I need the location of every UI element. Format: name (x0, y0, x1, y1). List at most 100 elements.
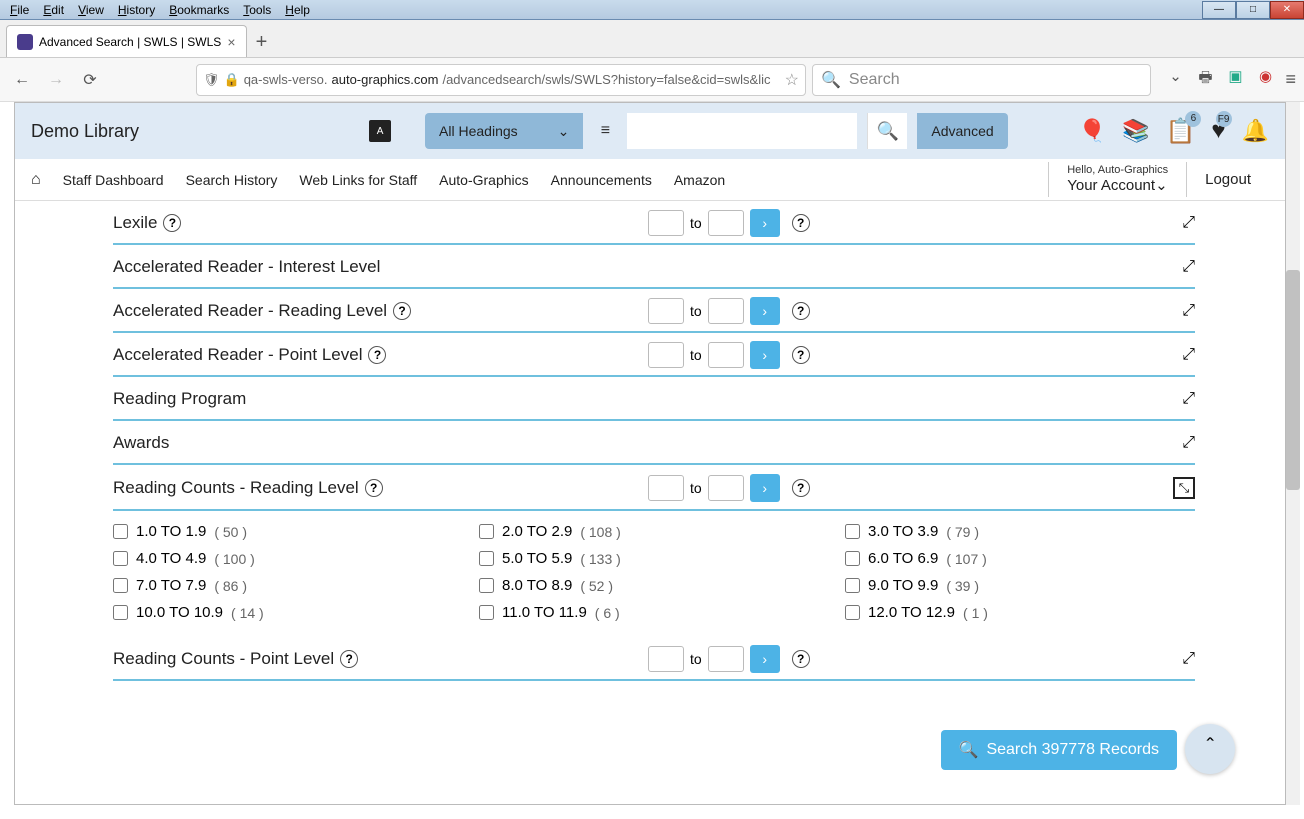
help-icon[interactable]: ? (368, 346, 386, 364)
range-from-input[interactable] (648, 646, 684, 672)
nav-link[interactable]: Amazon (674, 172, 725, 188)
range-to-input[interactable] (708, 646, 744, 672)
range-go-button[interactable]: › (750, 474, 780, 502)
checkbox-input[interactable] (479, 578, 494, 593)
extension-icon-2[interactable]: ◉ (1255, 67, 1275, 92)
filter-checkbox[interactable]: 8.0 TO 8.9 ( 52 ) (479, 577, 829, 594)
help-icon[interactable]: ? (365, 479, 383, 497)
range-go-button[interactable]: › (750, 645, 780, 673)
help-icon[interactable]: ? (792, 214, 810, 232)
all-headings-dropdown[interactable]: All Headings ⌄ (425, 113, 583, 149)
nav-link[interactable]: Auto-Graphics (439, 172, 528, 188)
search-submit-button[interactable]: 🔍 (867, 113, 907, 149)
filter-checkbox[interactable]: 12.0 TO 12.9 ( 1 ) (845, 604, 1195, 621)
advanced-search-button[interactable]: Advanced (917, 113, 1007, 149)
expand-icon[interactable]: ⤢ (1182, 214, 1195, 232)
range-go-button[interactable]: › (750, 209, 780, 237)
nav-link[interactable]: Search History (186, 172, 278, 188)
menu-view[interactable]: View (72, 2, 110, 18)
database-icon[interactable]: ≡ (593, 122, 617, 140)
minimize-button[interactable]: — (1202, 1, 1236, 19)
filter-checkbox[interactable]: 11.0 TO 11.9 ( 6 ) (479, 604, 829, 621)
filter-checkbox[interactable]: 3.0 TO 3.9 ( 79 ) (845, 523, 1195, 540)
range-to-input[interactable] (708, 298, 744, 324)
checkbox-input[interactable] (479, 605, 494, 620)
checkbox-input[interactable] (845, 551, 860, 566)
bell-icon[interactable]: 🔔 (1242, 118, 1269, 144)
logout-link[interactable]: Logout (1187, 171, 1269, 188)
range-to-input[interactable] (708, 342, 744, 368)
help-icon[interactable]: ? (340, 650, 358, 668)
menu-history[interactable]: History (112, 2, 161, 18)
menu-tools[interactable]: Tools (237, 2, 277, 18)
menu-file[interactable]: File (4, 2, 35, 18)
range-from-input[interactable] (648, 342, 684, 368)
range-to-input[interactable] (708, 475, 744, 501)
filter-checkbox[interactable]: 9.0 TO 9.9 ( 39 ) (845, 577, 1195, 594)
books-icon[interactable]: 📚 (1122, 118, 1149, 144)
help-icon[interactable]: ? (163, 214, 181, 232)
maximize-button[interactable]: □ (1236, 1, 1270, 19)
checkbox-input[interactable] (479, 524, 494, 539)
bookmark-star-icon[interactable]: ☆ (785, 70, 799, 90)
expand-icon[interactable]: ⤢ (1182, 302, 1195, 320)
collapse-icon[interactable]: ⤡ (1173, 477, 1195, 499)
menu-edit[interactable]: Edit (37, 2, 70, 18)
expand-icon[interactable]: ⤢ (1182, 258, 1195, 276)
menu-help[interactable]: Help (279, 2, 316, 18)
forward-button[interactable]: → (42, 66, 70, 94)
expand-icon[interactable]: ⤢ (1182, 434, 1195, 452)
checkbox-input[interactable] (113, 551, 128, 566)
checkbox-input[interactable] (845, 578, 860, 593)
home-icon[interactable]: ⌂ (31, 171, 41, 189)
checkbox-input[interactable] (845, 524, 860, 539)
extension-icon-1[interactable]: ▣ (1225, 67, 1245, 92)
nav-link[interactable]: Staff Dashboard (63, 172, 164, 188)
search-records-button[interactable]: 🔍 Search 397778 Records (941, 730, 1177, 770)
heart-icon[interactable]: ♥F9 (1211, 117, 1225, 145)
new-tab-button[interactable]: + (247, 27, 277, 57)
range-to-input[interactable] (708, 210, 744, 236)
address-bar[interactable]: 🛡 🔒 qa-swls-verso.auto-graphics.com/adva… (196, 64, 806, 96)
browser-tab[interactable]: Advanced Search | SWLS | SWLS × (6, 25, 247, 57)
range-from-input[interactable] (648, 210, 684, 236)
range-from-input[interactable] (648, 298, 684, 324)
filter-checkbox[interactable]: 2.0 TO 2.9 ( 108 ) (479, 523, 829, 540)
balloon-icon[interactable]: 🎈 (1079, 118, 1106, 144)
checkbox-input[interactable] (113, 578, 128, 593)
help-icon[interactable]: ? (792, 302, 810, 320)
app-menu-button[interactable]: ≡ (1285, 69, 1296, 90)
range-go-button[interactable]: › (750, 297, 780, 325)
help-icon[interactable]: ? (792, 346, 810, 364)
close-button[interactable]: ✕ (1270, 1, 1304, 19)
expand-icon[interactable]: ⤢ (1182, 650, 1195, 668)
catalog-search-input[interactable] (627, 113, 857, 149)
nav-link[interactable]: Announcements (551, 172, 652, 188)
checkbox-input[interactable] (113, 605, 128, 620)
filter-checkbox[interactable]: 7.0 TO 7.9 ( 86 ) (113, 577, 463, 594)
nav-link[interactable]: Web Links for Staff (299, 172, 417, 188)
expand-icon[interactable]: ⤢ (1182, 390, 1195, 408)
list-icon[interactable]: 📋6 (1165, 117, 1195, 146)
scrollbar-thumb[interactable] (1286, 270, 1300, 490)
range-go-button[interactable]: › (750, 341, 780, 369)
browser-search-box[interactable]: 🔍 Search (812, 64, 1151, 96)
print-icon[interactable]: 🖶 (1195, 67, 1215, 92)
filter-checkbox[interactable]: 10.0 TO 10.9 ( 14 ) (113, 604, 463, 621)
help-icon[interactable]: ? (792, 650, 810, 668)
back-button[interactable]: ← (8, 66, 36, 94)
range-from-input[interactable] (648, 475, 684, 501)
checkbox-input[interactable] (845, 605, 860, 620)
help-icon[interactable]: ? (792, 479, 810, 497)
scroll-to-top-button[interactable]: ＾ (1185, 724, 1235, 774)
reload-button[interactable]: ⟳ (76, 66, 104, 94)
filter-checkbox[interactable]: 5.0 TO 5.9 ( 133 ) (479, 550, 829, 567)
checkbox-input[interactable] (113, 524, 128, 539)
pocket-icon[interactable]: ⌄ (1165, 67, 1185, 92)
expand-icon[interactable]: ⤢ (1182, 346, 1195, 364)
tab-close-icon[interactable]: × (227, 34, 235, 50)
language-icon[interactable]: A (369, 120, 391, 142)
help-icon[interactable]: ? (393, 302, 411, 320)
menu-bookmarks[interactable]: Bookmarks (163, 2, 235, 18)
filter-checkbox[interactable]: 4.0 TO 4.9 ( 100 ) (113, 550, 463, 567)
